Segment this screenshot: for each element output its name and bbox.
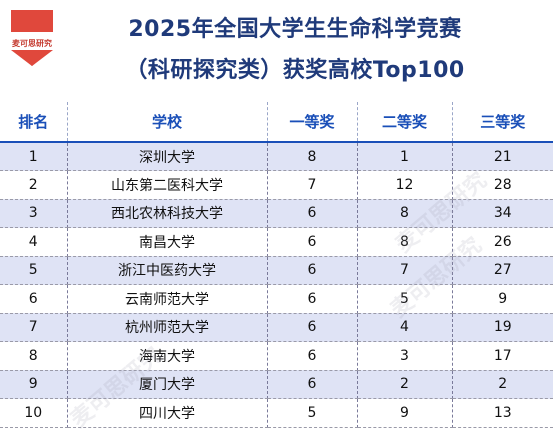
header-rank: 排名 <box>0 102 68 143</box>
logo-badge-icon <box>11 10 53 66</box>
header-school: 学校 <box>66 102 268 143</box>
cell-rank: 9 <box>0 370 68 399</box>
cell-first-prize: 6 <box>266 284 358 314</box>
cell-second-prize: 1 <box>356 142 453 171</box>
cell-third-prize: 9 <box>451 284 553 314</box>
table-row: 9 厦门大学 6 2 2 <box>0 370 553 399</box>
cell-third-prize: 2 <box>451 370 553 399</box>
cell-third-prize: 27 <box>451 256 553 285</box>
cell-first-prize: 6 <box>266 341 358 371</box>
cell-rank: 10 <box>0 398 68 428</box>
header-first-prize: 一等奖 <box>266 102 358 143</box>
cell-second-prize: 8 <box>356 227 453 257</box>
cell-rank: 2 <box>0 170 68 200</box>
table-row: 8 海南大学 6 3 17 <box>0 341 553 371</box>
cell-second-prize: 7 <box>356 256 453 285</box>
cell-school: 杭州师范大学 <box>66 313 268 342</box>
cell-second-prize: 9 <box>356 398 453 428</box>
cell-first-prize: 6 <box>266 370 358 399</box>
cell-third-prize: 17 <box>451 341 553 371</box>
logo-text: 麦可思研究 <box>12 39 52 48</box>
table-row: 2 山东第二医科大学 7 12 28 <box>0 170 553 200</box>
cell-school: 西北农林科技大学 <box>66 199 268 228</box>
page-title-line1: 2025年全国大学生生命科学竞赛 <box>128 17 462 42</box>
table-row: 1 深圳大学 8 1 21 <box>0 142 553 171</box>
logo: 麦可思研究 <box>9 8 55 68</box>
cell-first-prize: 7 <box>266 170 358 200</box>
cell-school: 浙江中医药大学 <box>66 256 268 285</box>
cell-rank: 4 <box>0 227 68 257</box>
cell-school: 四川大学 <box>66 398 268 428</box>
cell-first-prize: 5 <box>266 398 358 428</box>
table-row: 7 杭州师范大学 6 4 19 <box>0 313 553 342</box>
header-second-prize: 二等奖 <box>356 102 453 143</box>
cell-first-prize: 8 <box>266 142 358 171</box>
cell-third-prize: 26 <box>451 227 553 257</box>
header-third-prize: 三等奖 <box>451 102 553 143</box>
cell-third-prize: 34 <box>451 199 553 228</box>
page-title-line2: （科研探究类）获奖高校Top100 <box>125 58 465 83</box>
cell-second-prize: 3 <box>356 341 453 371</box>
cell-school: 厦门大学 <box>66 370 268 399</box>
header: 麦可思研究 2025年全国大学生生命科学竞赛 （科研探究类）获奖高校Top100 <box>0 0 553 98</box>
cell-second-prize: 5 <box>356 284 453 314</box>
table-row: 6 云南师范大学 6 5 9 <box>0 284 553 314</box>
table-row: 5 浙江中医药大学 6 7 27 <box>0 256 553 285</box>
cell-rank: 3 <box>0 199 68 228</box>
cell-school: 云南师范大学 <box>66 284 268 314</box>
table-row: 3 西北农林科技大学 6 8 34 <box>0 199 553 228</box>
cell-second-prize: 2 <box>356 370 453 399</box>
cell-third-prize: 28 <box>451 170 553 200</box>
cell-first-prize: 6 <box>266 256 358 285</box>
table-row: 4 南昌大学 6 8 26 <box>0 227 553 257</box>
cell-rank: 5 <box>0 256 68 285</box>
cell-first-prize: 6 <box>266 199 358 228</box>
cell-rank: 7 <box>0 313 68 342</box>
cell-third-prize: 19 <box>451 313 553 342</box>
table-row: 10 四川大学 5 9 13 <box>0 398 553 428</box>
cell-school: 山东第二医科大学 <box>66 170 268 200</box>
cell-second-prize: 8 <box>356 199 453 228</box>
table-header-row: 排名 学校 一等奖 二等奖 三等奖 <box>0 102 553 143</box>
cell-rank: 8 <box>0 341 68 371</box>
cell-school: 深圳大学 <box>66 142 268 171</box>
cell-school: 海南大学 <box>66 341 268 371</box>
cell-first-prize: 6 <box>266 227 358 257</box>
cell-rank: 1 <box>0 142 68 171</box>
cell-third-prize: 21 <box>451 142 553 171</box>
cell-first-prize: 6 <box>266 313 358 342</box>
cell-second-prize: 4 <box>356 313 453 342</box>
cell-third-prize: 13 <box>451 398 553 428</box>
ranking-table: 排名 学校 一等奖 二等奖 三等奖 1 深圳大学 8 1 21 2 山东第二医科大学 7 12 2… <box>0 102 553 428</box>
cell-rank: 6 <box>0 284 68 314</box>
cell-school: 南昌大学 <box>66 227 268 257</box>
cell-second-prize: 12 <box>356 170 453 200</box>
